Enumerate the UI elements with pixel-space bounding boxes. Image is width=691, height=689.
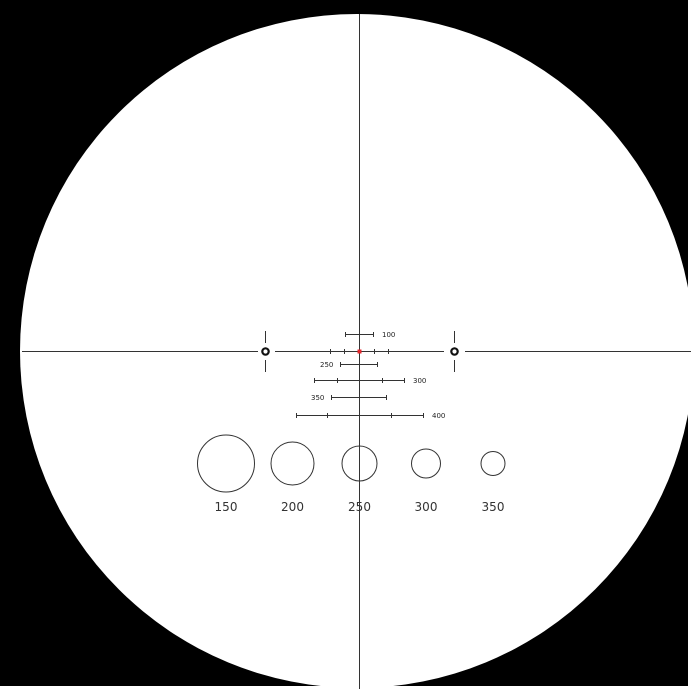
holdover-bars [296, 332, 424, 418]
holdover-bar-400 [296, 413, 424, 418]
center-dot-icon [357, 349, 362, 354]
right-ring-icon [450, 347, 459, 356]
holdover-bar-250 [340, 362, 378, 367]
ranging-label-300: 300 [415, 500, 438, 514]
holdover-bar-300 [314, 378, 405, 383]
ranging-label-150: 150 [215, 500, 238, 514]
holdover-label-250: 250 [320, 361, 333, 369]
ranging-circles [197, 434, 506, 493]
right-ring-marker [450, 331, 459, 372]
ranging-label-350: 350 [482, 500, 505, 514]
ranging-label-200: 200 [281, 500, 304, 514]
left-ring-icon [261, 347, 270, 356]
left-ring-marker [261, 331, 270, 372]
center-ticks [330, 349, 389, 354]
holdover-label-100: 100 [382, 331, 395, 339]
ranging-circle-150 [197, 434, 255, 493]
ranging-circle-350 [480, 451, 506, 476]
holdover-bar-350 [331, 395, 387, 400]
ranging-label-250: 250 [348, 500, 371, 514]
holdover-label-350: 350 [311, 394, 324, 402]
holdover-label-300: 300 [413, 377, 426, 385]
ranging-circle-250 [341, 445, 378, 482]
ranging-circle-300 [411, 448, 441, 479]
ranging-circle-200 [270, 441, 315, 486]
holdover-label-400: 400 [432, 412, 445, 420]
holdover-bar-100 [345, 332, 374, 337]
